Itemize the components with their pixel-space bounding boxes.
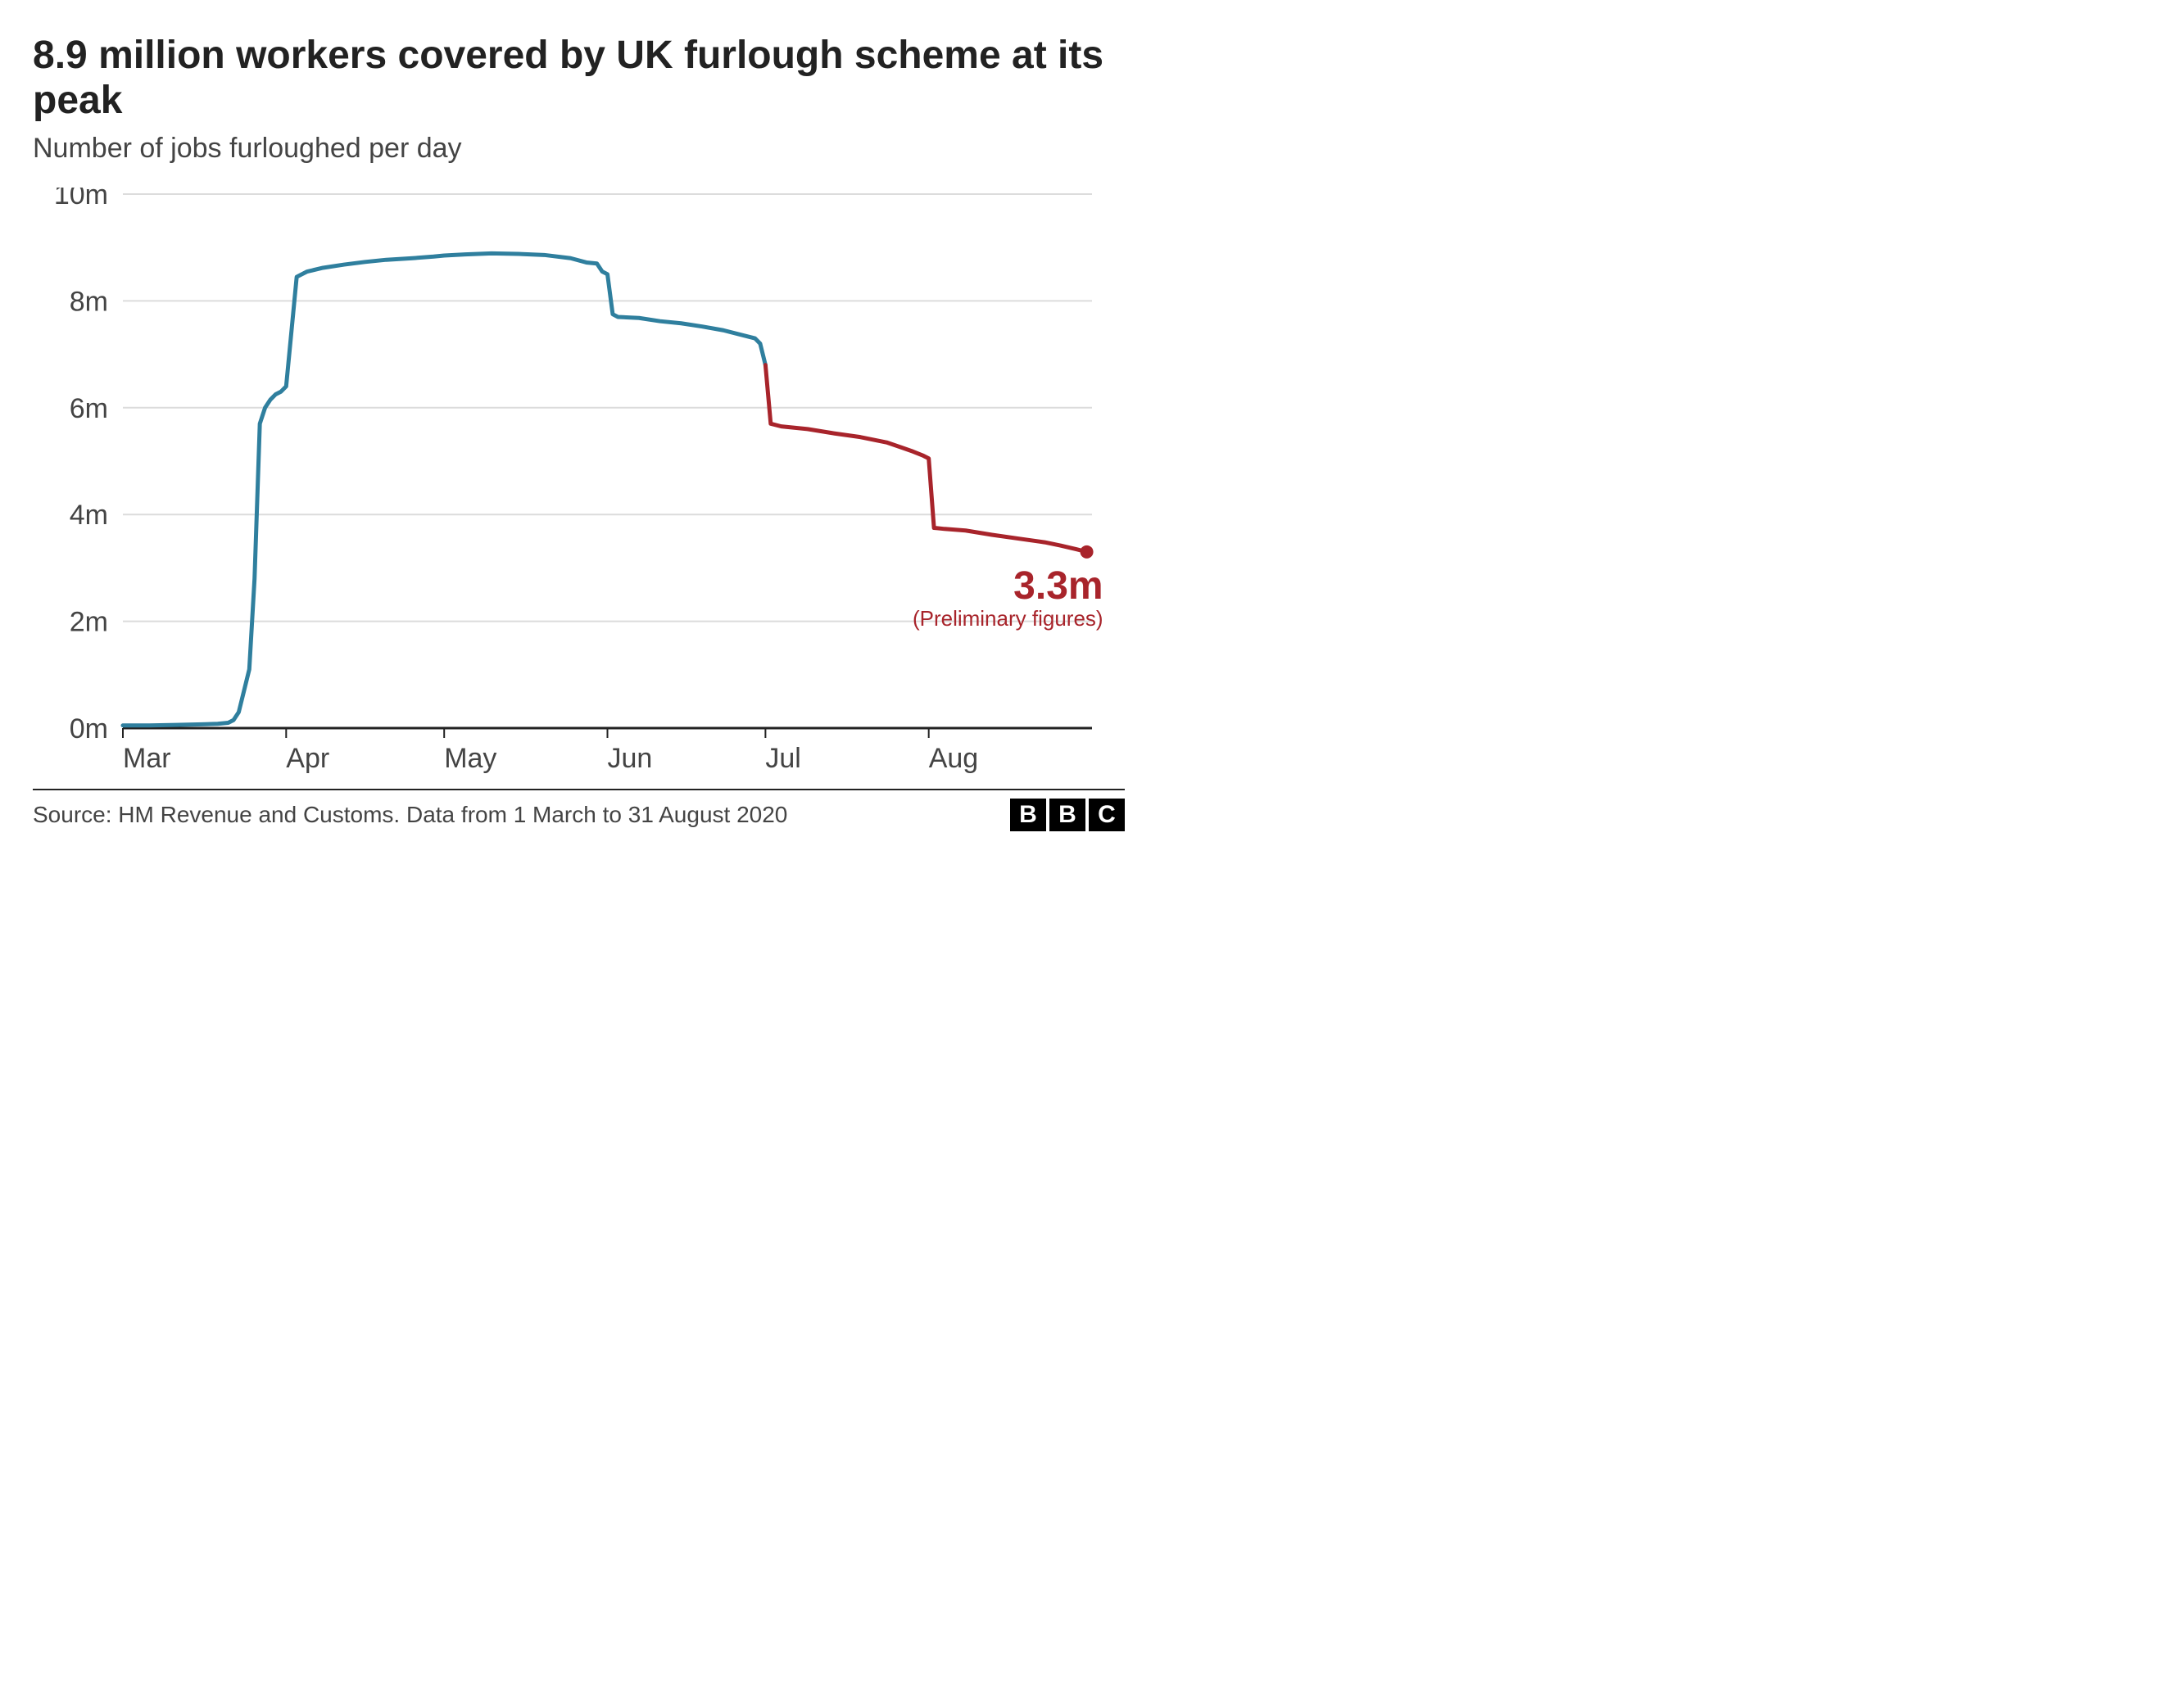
svg-text:0m: 0m [70, 713, 108, 744]
endpoint-annotation: 3.3m (Preliminary figures) [874, 567, 1103, 631]
chart-title: 8.9 million workers covered by UK furlou… [33, 33, 1125, 123]
svg-text:Jun: Jun [608, 743, 653, 774]
svg-text:Aug: Aug [929, 743, 979, 774]
bbc-logo-letter: B [1010, 799, 1046, 831]
chart-subtitle: Number of jobs furloughed per day [33, 133, 1125, 165]
svg-text:6m: 6m [70, 393, 108, 424]
svg-text:2m: 2m [70, 607, 108, 638]
svg-text:May: May [444, 743, 496, 774]
chart-container: 8.9 million workers covered by UK furlou… [33, 33, 1125, 831]
footer-row: Source: HM Revenue and Customs. Data fro… [33, 789, 1125, 831]
bbc-logo: BBC [1010, 799, 1125, 831]
line-chart-svg: 0m 2m 4m 6m 8m 10m Mar Apr May Jun Jul Aug [33, 188, 1125, 777]
svg-text:Jul: Jul [765, 743, 800, 774]
annotation-value: 3.3m [874, 567, 1103, 606]
source-text: Source: HM Revenue and Customs. Data fro… [33, 802, 787, 828]
annotation-note: (Preliminary figures) [874, 606, 1103, 631]
svg-text:Apr: Apr [286, 743, 329, 774]
bbc-logo-letter: C [1089, 799, 1125, 831]
svg-text:Mar: Mar [123, 743, 171, 774]
svg-text:4m: 4m [70, 500, 108, 532]
svg-text:8m: 8m [70, 287, 108, 318]
svg-text:10m: 10m [54, 188, 108, 210]
bbc-logo-letter: B [1049, 799, 1085, 831]
plot-area: 0m 2m 4m 6m 8m 10m Mar Apr May Jun Jul Aug 3.3m (Pr… [33, 188, 1125, 777]
